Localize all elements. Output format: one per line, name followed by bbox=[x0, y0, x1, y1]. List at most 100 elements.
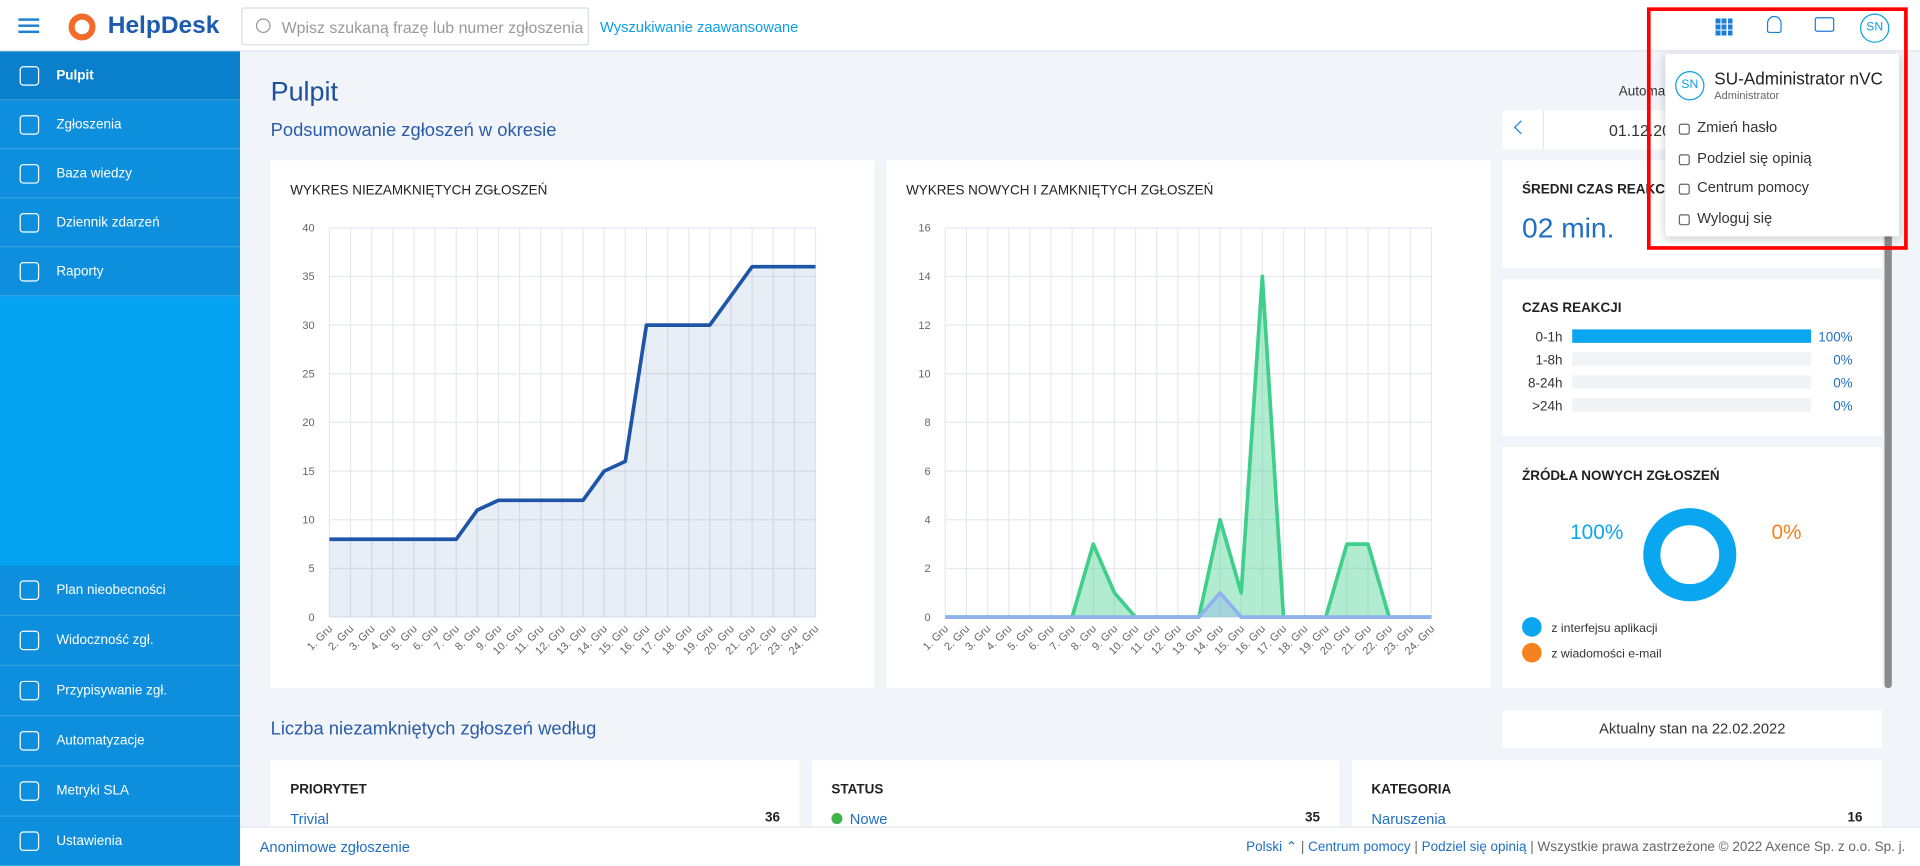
sources-chart: ŹRÓDŁA NOWYCH ZGŁOSZEŃ 100% z interfejsu a… bbox=[1502, 446, 1883, 689]
chart-title: WYKRES NOWYCH I ZAMKNIĘTYCH ZGŁOSZEŃ bbox=[906, 183, 1213, 198]
option-icon bbox=[1678, 213, 1690, 225]
area bbox=[945, 276, 1432, 618]
divider bbox=[1542, 110, 1545, 150]
rights: Wszystkie prawa zastrzeżone © 2022 Axenc… bbox=[1537, 840, 1906, 855]
line bbox=[945, 590, 1432, 619]
card-label[interactable]: Nowe bbox=[849, 810, 888, 828]
value-label: 100% bbox=[1570, 521, 1623, 544]
language[interactable]: Polski bbox=[1246, 840, 1283, 855]
status-dot bbox=[831, 813, 843, 825]
help-link[interactable]: Centrum pomocy bbox=[1308, 840, 1411, 855]
menu-item[interactable]: Metryki SLA bbox=[0, 766, 241, 817]
menu-option[interactable]: Wyloguj się bbox=[1697, 208, 1773, 226]
page-subtitle: Podsumowanie zgłoszeń w okresie bbox=[270, 120, 557, 141]
summary-title: Liczba niezamkniętych zgłoszeń według bbox=[270, 718, 597, 740]
highlight-box bbox=[1646, 7, 1908, 250]
value-label: 0% bbox=[1833, 375, 1852, 390]
advanced-search[interactable]: Wyszukiwanie zaawansowane bbox=[600, 18, 799, 36]
menu-option[interactable]: Zmień hasło bbox=[1697, 118, 1778, 136]
brand: HelpDesk bbox=[107, 12, 220, 40]
bar bbox=[1572, 329, 1812, 343]
state-date: Aktualny stan na 22.02.2022 bbox=[1502, 710, 1883, 749]
legend-dot bbox=[1522, 642, 1542, 663]
value-label: 0% bbox=[1771, 521, 1801, 544]
menu-option[interactable]: Centrum pomocy bbox=[1697, 178, 1810, 196]
bar-label: >24h bbox=[1532, 398, 1562, 413]
feedback-link[interactable]: Podziel się opinią bbox=[1421, 840, 1527, 855]
top-bar bbox=[0, 0, 1920, 52]
menu-icon bbox=[19, 831, 40, 852]
y-tick-label: 40 bbox=[302, 222, 314, 234]
bar-track bbox=[1572, 375, 1812, 389]
menu-icon bbox=[19, 213, 40, 233]
menu-icon bbox=[19, 66, 40, 86]
summary-card bbox=[270, 760, 800, 827]
menu-icon bbox=[19, 731, 40, 751]
menu-button[interactable] bbox=[18, 18, 40, 34]
footer-links: Polski ⌃ | Centrum pomocy | Podziel się … bbox=[1246, 840, 1906, 855]
y-tick-label: 0 bbox=[924, 612, 930, 624]
menu-icon bbox=[19, 630, 40, 651]
menu-icon bbox=[19, 262, 40, 282]
menu-item[interactable]: Pulpit bbox=[0, 51, 241, 101]
avatar[interactable]: SN bbox=[1860, 13, 1890, 43]
avg-value: 02 min. bbox=[1522, 211, 1615, 244]
user-name: SU-Administrator nVC bbox=[1714, 68, 1883, 89]
menu-item[interactable]: Przypisywanie zgł. bbox=[0, 666, 241, 717]
option-icon bbox=[1678, 183, 1690, 195]
summary-card bbox=[811, 760, 1340, 827]
y-tick-label: 0 bbox=[309, 612, 315, 624]
menu-option[interactable]: Podziel się opinią bbox=[1697, 148, 1812, 166]
card-title: STATUS bbox=[831, 782, 884, 798]
line bbox=[329, 264, 816, 542]
bar-track bbox=[1572, 398, 1812, 412]
chart-title: CZAS REAKCJI bbox=[1522, 300, 1621, 315]
messages-icon[interactable] bbox=[1814, 17, 1835, 32]
y-tick-label: 30 bbox=[302, 320, 314, 332]
card-label[interactable]: Trivial bbox=[290, 810, 329, 828]
menu-item[interactable]: Widoczność zgł. bbox=[0, 615, 241, 667]
menu-item[interactable]: Raporty bbox=[0, 247, 241, 297]
card-title: KATEGORIA bbox=[1371, 782, 1452, 798]
donut-slice bbox=[1643, 508, 1737, 602]
menu-item[interactable]: Automatyzacje bbox=[0, 716, 241, 767]
y-tick-label: 25 bbox=[302, 368, 314, 380]
menu-item[interactable]: Zgłoszenia bbox=[0, 100, 241, 150]
scrollbar[interactable] bbox=[1884, 53, 1892, 689]
menu-item[interactable]: Ustawienia bbox=[0, 816, 241, 866]
chart-title: ŹRÓDŁA NOWYCH ZGŁOSZEŃ bbox=[1522, 468, 1720, 483]
anonymous-link[interactable]: Anonimowe zgłoszenie bbox=[259, 838, 410, 856]
y-tick-label: 5 bbox=[309, 563, 315, 575]
menu-icon bbox=[19, 680, 40, 701]
bar-label: 8-24h bbox=[1528, 375, 1562, 390]
y-tick-label: 15 bbox=[302, 466, 314, 478]
y-tick-label: 20 bbox=[302, 417, 314, 429]
y-tick-label: 16 bbox=[918, 222, 930, 234]
bar-label: 0-1h bbox=[1536, 330, 1563, 345]
menu-item[interactable]: Plan nieobecności bbox=[0, 565, 241, 616]
menu-icon bbox=[19, 164, 40, 184]
search-placeholder: Wpisz szukaną frazę lub numer zgłoszenia bbox=[281, 18, 584, 37]
page-title: Pulpit bbox=[270, 75, 339, 107]
value-label: 0% bbox=[1833, 353, 1852, 368]
option-icon bbox=[1678, 153, 1690, 165]
card-count: 35 bbox=[1305, 810, 1321, 826]
search-icon bbox=[255, 18, 271, 34]
notifications-icon[interactable] bbox=[1766, 15, 1782, 34]
bar-track bbox=[1572, 352, 1812, 366]
y-tick-label: 12 bbox=[918, 320, 930, 332]
card-title: PRIORYTET bbox=[290, 782, 367, 798]
card-label[interactable]: Naruszenia bbox=[1371, 810, 1446, 828]
menu-icon bbox=[19, 580, 40, 601]
menu-item[interactable]: Baza wiedzy bbox=[0, 149, 241, 199]
bar-label: 1-8h bbox=[1536, 353, 1563, 368]
menu-item[interactable]: Dziennik zdarzeń bbox=[0, 198, 241, 248]
avg-title: ŚREDNI CZAS REAKCJI bbox=[1522, 182, 1677, 198]
menu-avatar: SN bbox=[1675, 71, 1705, 101]
apps-icon[interactable] bbox=[1715, 18, 1733, 36]
search-box[interactable] bbox=[241, 7, 589, 46]
menu-icon bbox=[19, 115, 40, 135]
